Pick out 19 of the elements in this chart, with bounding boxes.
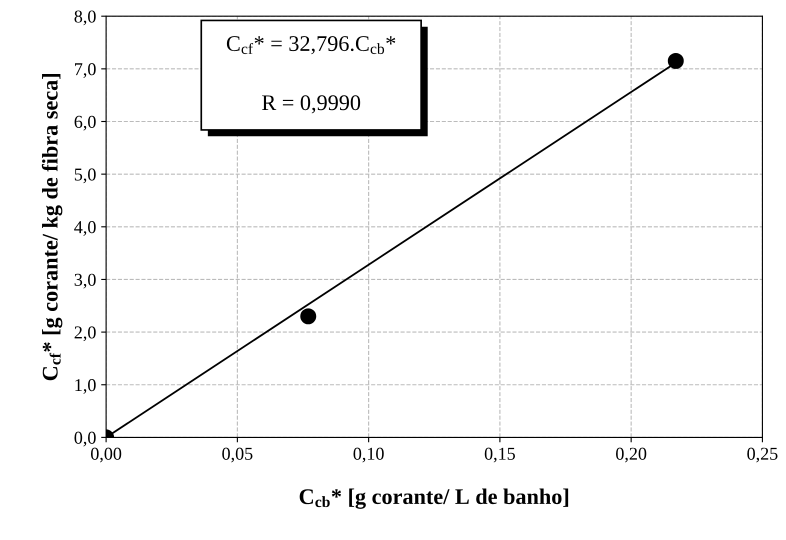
- x-tick-label: 0,20: [616, 448, 646, 462]
- x-tick-label: 0,05: [222, 448, 252, 462]
- x-tick-label: 0,00: [91, 448, 122, 462]
- x-tick-label: 0,15: [484, 448, 515, 462]
- annotation: C$_{cf}$* = 32,796.C$_{cb}$*: [226, 36, 396, 54]
- y-tick-label: 4,0: [74, 221, 96, 236]
- y-tick-label: 3,0: [74, 274, 96, 288]
- x-tick-label: 0,10: [354, 448, 384, 462]
- x-tick-label: 0,25: [747, 448, 778, 462]
- y-tick-label: 6,0: [74, 116, 96, 131]
- y-tick-label: 2,0: [74, 326, 96, 342]
- x-axis-title: C$_{cb}$* [g corante/ L de banho]: [300, 488, 568, 509]
- annotation: R = 0,9990: [262, 95, 360, 114]
- y-axis-title: C$_{cf}$* [g corante/ kg de fibra seca]: [42, 74, 62, 380]
- y-tick-label: 1,0: [75, 379, 96, 394]
- y-tick-label: 7,0: [75, 63, 96, 78]
- y-tick-label: 8,0: [74, 10, 96, 26]
- y-tick-label: 0,0: [74, 432, 96, 446]
- y-tick-label: 5,0: [74, 168, 96, 184]
